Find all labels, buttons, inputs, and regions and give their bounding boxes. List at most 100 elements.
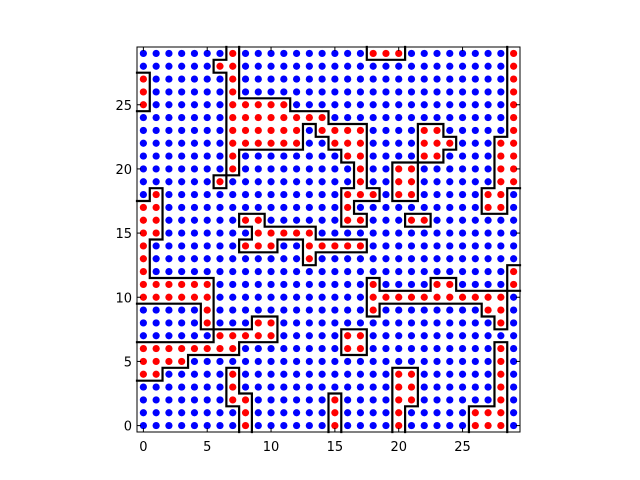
point-blue <box>458 216 467 224</box>
point-blue <box>229 357 237 366</box>
point-blue <box>229 190 237 199</box>
point-blue <box>216 49 224 58</box>
point-blue <box>178 306 186 314</box>
point-blue <box>318 49 326 58</box>
point-blue <box>152 178 160 186</box>
point-blue <box>458 75 467 83</box>
point-blue <box>344 280 352 289</box>
point-blue <box>280 75 288 83</box>
point-blue <box>331 370 339 378</box>
point-blue <box>280 396 288 404</box>
point-blue <box>267 152 275 160</box>
point-blue <box>458 49 467 58</box>
point-blue <box>267 293 275 301</box>
point-blue <box>292 203 301 212</box>
point-red <box>510 75 518 83</box>
point-red <box>497 319 505 327</box>
point-blue <box>254 306 262 314</box>
point-red <box>254 332 262 340</box>
point-blue <box>178 229 186 237</box>
point-red <box>446 293 454 301</box>
point-blue <box>203 139 211 147</box>
point-blue <box>446 421 454 430</box>
point-blue <box>178 383 186 391</box>
point-blue <box>407 152 416 160</box>
point-blue <box>318 396 326 404</box>
point-blue <box>395 344 403 353</box>
point-blue <box>407 306 416 314</box>
point-red <box>356 139 365 147</box>
point-red <box>254 319 262 327</box>
point-blue <box>318 190 326 199</box>
point-blue <box>190 267 199 276</box>
x-tick-label: 20 <box>390 440 407 455</box>
point-blue <box>356 280 365 289</box>
point-blue <box>407 113 416 122</box>
point-blue <box>254 152 262 160</box>
point-red <box>292 139 301 147</box>
point-blue <box>267 396 275 404</box>
point-blue <box>471 62 479 70</box>
point-blue <box>510 242 518 250</box>
point-blue <box>331 190 339 199</box>
point-blue <box>267 421 275 430</box>
point-blue <box>356 229 365 237</box>
point-blue <box>190 242 199 250</box>
point-blue <box>318 370 326 378</box>
point-red <box>420 216 428 224</box>
point-blue <box>203 165 211 173</box>
point-blue <box>254 75 262 83</box>
point-red <box>331 396 339 404</box>
point-red <box>331 421 339 430</box>
point-blue <box>267 409 275 417</box>
point-blue <box>484 126 492 135</box>
point-blue <box>267 306 275 314</box>
point-blue <box>305 332 313 340</box>
point-blue <box>216 242 224 250</box>
point-red <box>356 178 365 186</box>
point-blue <box>139 396 147 404</box>
point-blue <box>305 88 313 96</box>
point-blue <box>292 357 301 366</box>
point-blue <box>433 319 441 327</box>
point-blue <box>267 49 275 58</box>
y-tick-label: 0 <box>124 420 132 435</box>
point-blue <box>382 126 390 135</box>
point-red <box>369 293 377 301</box>
point-blue <box>241 75 250 83</box>
point-blue <box>254 293 262 301</box>
point-blue <box>471 332 479 340</box>
point-blue <box>471 126 479 135</box>
point-blue <box>458 306 467 314</box>
point-red <box>229 139 237 147</box>
point-blue <box>190 75 199 83</box>
point-blue <box>280 203 288 212</box>
point-blue <box>178 165 186 173</box>
point-red <box>356 216 365 224</box>
point-blue <box>203 332 211 340</box>
point-blue <box>458 165 467 173</box>
x-tick-label: 25 <box>454 440 471 455</box>
point-blue <box>382 267 390 276</box>
point-blue <box>280 344 288 353</box>
point-blue <box>178 49 186 58</box>
point-blue <box>344 165 352 173</box>
point-red <box>433 152 441 160</box>
point-blue <box>292 216 301 224</box>
point-red <box>229 152 237 160</box>
point-blue <box>152 139 160 147</box>
point-red <box>356 190 365 199</box>
x-tick-label: 10 <box>263 440 280 455</box>
point-blue <box>203 229 211 237</box>
point-blue <box>165 306 173 314</box>
point-blue <box>305 319 313 327</box>
point-blue <box>178 255 186 263</box>
point-blue <box>420 113 428 122</box>
point-blue <box>356 267 365 276</box>
point-blue <box>292 255 301 263</box>
point-blue <box>241 178 250 186</box>
point-blue <box>241 190 250 199</box>
point-blue <box>484 75 492 83</box>
point-blue <box>497 101 505 109</box>
point-blue <box>267 75 275 83</box>
